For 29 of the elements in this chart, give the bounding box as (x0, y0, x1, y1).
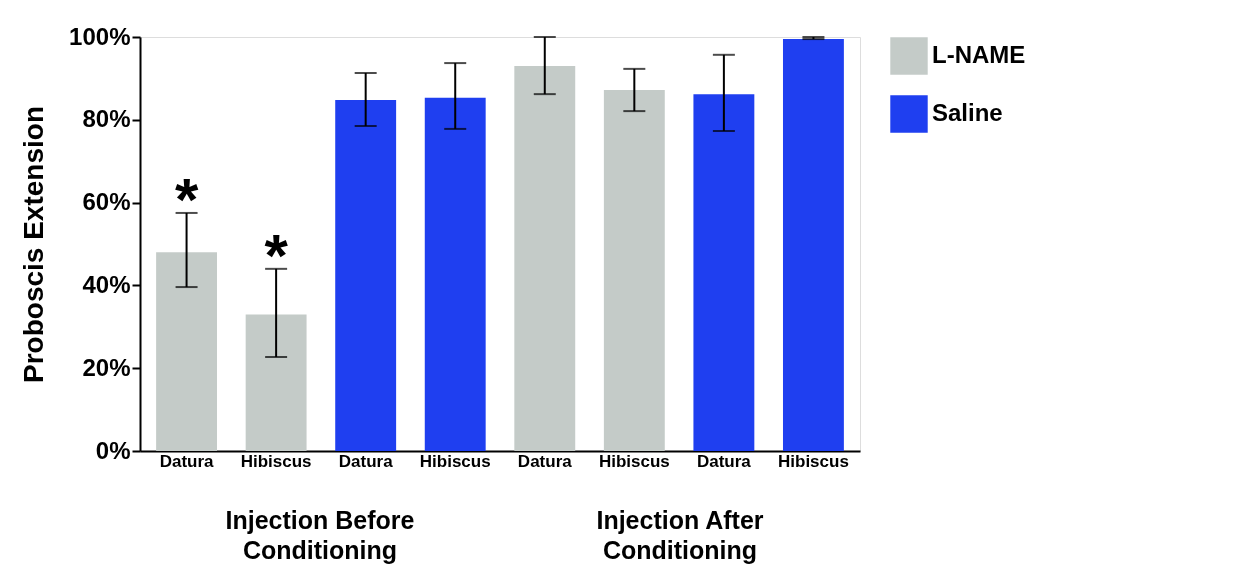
legend-label: Saline (932, 99, 1003, 126)
y-axis-title: Proboscis Extension (18, 106, 50, 383)
x-tick-label: Hibiscus (419, 451, 491, 471)
bar (156, 252, 218, 451)
y-tick-label: 40% (82, 270, 131, 298)
x-tick-label: Hibiscus (778, 451, 849, 471)
bar (693, 94, 755, 451)
x-tick-label: Hibiscus (598, 451, 670, 471)
bar (424, 97, 486, 451)
text: Injection After Conditioning (596, 506, 764, 564)
legend-label: L-NAME (932, 41, 1026, 68)
x-tick-label: Datura (159, 451, 215, 471)
x-tick-label: Hibiscus (240, 451, 312, 471)
y-tick-label: 100% (69, 22, 131, 50)
bar (514, 65, 576, 451)
annotation: * (174, 165, 199, 233)
x-tick-label: Datura (338, 451, 394, 471)
y-tick-label: 0% (95, 436, 131, 464)
x-tick-label: Datura (517, 451, 573, 471)
y-tick-label: 60% (82, 188, 131, 216)
annotation: * (264, 221, 289, 289)
y-tick-label: 20% (82, 353, 131, 381)
bar (245, 314, 307, 451)
text: Injection Before Conditioning (225, 506, 415, 564)
bar (782, 39, 844, 451)
bar (603, 89, 665, 451)
bar (335, 99, 397, 451)
x-tick-label: Datura (696, 451, 752, 471)
y-tick-label: 80% (82, 105, 131, 133)
